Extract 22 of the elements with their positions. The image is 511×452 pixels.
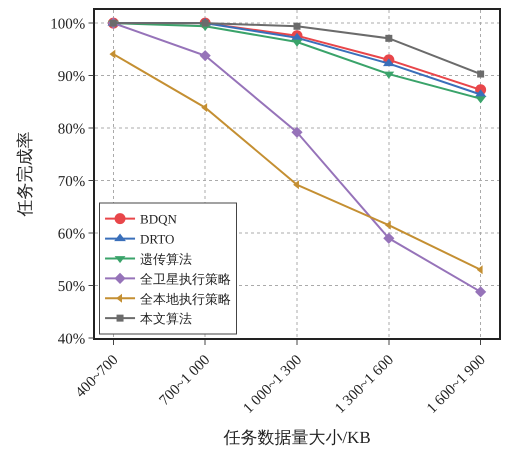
y-axis-title: 任务完成率 [15, 132, 34, 218]
y-tick-label: 100% [50, 16, 86, 32]
y-tick-label: 50% [58, 278, 86, 295]
legend-label: 本文算法 [140, 311, 192, 326]
legend-label: 遗传算法 [140, 252, 192, 267]
y-tick-label: 60% [58, 226, 86, 242]
point [200, 50, 211, 62]
legend-label: 全卫星执行策略 [140, 271, 232, 286]
y-tick-label: 90% [58, 68, 86, 85]
y-tick-label: 70% [58, 174, 86, 190]
point [385, 34, 392, 42]
legend-label: DRTO [140, 232, 174, 247]
point [477, 70, 484, 78]
legend-label: BDQN [140, 212, 178, 227]
point [475, 286, 486, 298]
y-tick-label: 40% [58, 331, 86, 348]
x-axis-title: 任务数据量大小/KB [222, 428, 371, 447]
legend-label: 全本地执行策略 [140, 291, 232, 306]
point [294, 22, 300, 30]
y-tick-label: 80% [58, 121, 86, 138]
point [383, 232, 394, 244]
point [291, 126, 303, 138]
